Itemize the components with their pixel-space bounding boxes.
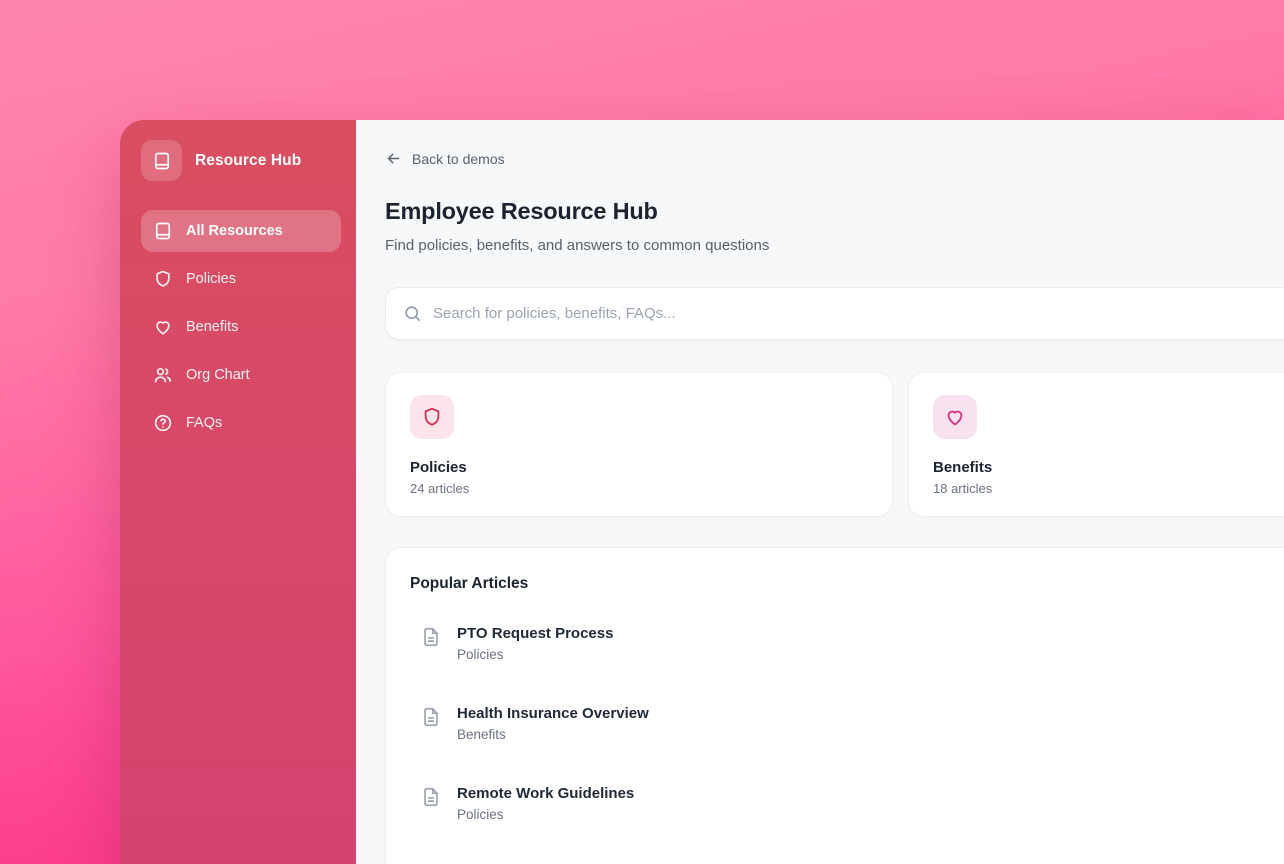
brand-name: Resource Hub — [195, 151, 302, 169]
heart-icon — [153, 317, 173, 337]
page-title: Employee Resource Hub — [385, 198, 658, 224]
category-title: Policies — [410, 459, 467, 476]
article-row-pto-request[interactable]: PTO Request Process Policies — [410, 613, 1284, 674]
sidebar-item-all-resources[interactable]: All Resources — [141, 210, 341, 252]
sidebar-item-label: All Resources — [186, 223, 283, 239]
article-row-health-insurance[interactable]: Health Insurance Overview Benefits — [410, 693, 1284, 754]
main-content: Back to demos Employee Resource Hub Find… — [356, 120, 1284, 864]
article-title: PTO Request Process — [457, 625, 614, 642]
shield-icon — [153, 269, 173, 289]
article-title: Health Insurance Overview — [457, 705, 649, 722]
shield-icon — [421, 406, 443, 428]
category-icon-box — [410, 395, 454, 439]
file-text-icon — [420, 786, 442, 808]
brand-icon-box — [141, 140, 182, 181]
sidebar-nav: All Resources Policies Benefits Org Char… — [141, 210, 341, 444]
file-text-icon — [420, 626, 442, 648]
article-row-401k-enrollment[interactable]: 401k Enrollment Guide — [410, 853, 1284, 864]
category-count: 24 articles — [410, 481, 470, 496]
app-window: Resource Hub All Resources Policies Bene… — [120, 120, 1284, 864]
article-text: Health Insurance Overview Benefits — [457, 705, 649, 742]
question-icon — [153, 413, 173, 433]
sidebar-item-label: Benefits — [186, 319, 239, 335]
search-icon — [403, 304, 422, 323]
sidebar: Resource Hub All Resources Policies Bene… — [120, 120, 356, 864]
category-icon-box — [933, 395, 977, 439]
search-bar[interactable] — [385, 287, 1284, 340]
category-card-policies[interactable]: Policies 24 articles — [385, 372, 893, 517]
sidebar-item-benefits[interactable]: Benefits — [141, 306, 341, 348]
sidebar-item-label: Policies — [186, 271, 236, 287]
back-link-label: Back to demos — [412, 150, 505, 167]
heart-icon — [944, 406, 966, 428]
book-icon — [153, 221, 173, 241]
sidebar-item-label: Org Chart — [186, 367, 250, 383]
article-text: PTO Request Process Policies — [457, 625, 613, 662]
page-subtitle: Find policies, benefits, and answers to … — [385, 237, 770, 254]
article-text: Remote Work Guidelines Policies — [457, 785, 634, 822]
popular-articles-card: Popular Articles PTO Request Process Pol… — [385, 547, 1284, 864]
sidebar-item-org-chart[interactable]: Org Chart — [141, 354, 341, 396]
article-title: Remote Work Guidelines — [457, 785, 635, 802]
book-icon — [152, 151, 172, 171]
category-card-benefits[interactable]: Benefits 18 articles — [908, 372, 1284, 517]
arrow-left-icon — [385, 150, 402, 167]
article-category: Policies — [457, 807, 504, 822]
category-title: Benefits — [933, 459, 993, 476]
users-icon — [153, 365, 173, 385]
article-row-remote-work[interactable]: Remote Work Guidelines Policies — [410, 773, 1284, 834]
popular-articles-title: Popular Articles — [410, 575, 529, 592]
brand: Resource Hub — [141, 140, 341, 181]
article-category: Policies — [457, 647, 504, 662]
category-cards: Policies 24 articles Benefits 18 article… — [385, 372, 1284, 517]
category-count: 18 articles — [933, 481, 993, 496]
sidebar-item-policies[interactable]: Policies — [141, 258, 341, 300]
sidebar-item-faqs[interactable]: FAQs — [141, 402, 341, 444]
back-to-demos-link[interactable]: Back to demos — [385, 150, 505, 167]
article-list: PTO Request Process Policies Health Insu… — [410, 613, 1284, 864]
sidebar-item-label: FAQs — [186, 415, 223, 431]
article-category: Benefits — [457, 727, 506, 742]
file-text-icon — [420, 706, 442, 728]
search-input[interactable] — [433, 305, 1284, 322]
